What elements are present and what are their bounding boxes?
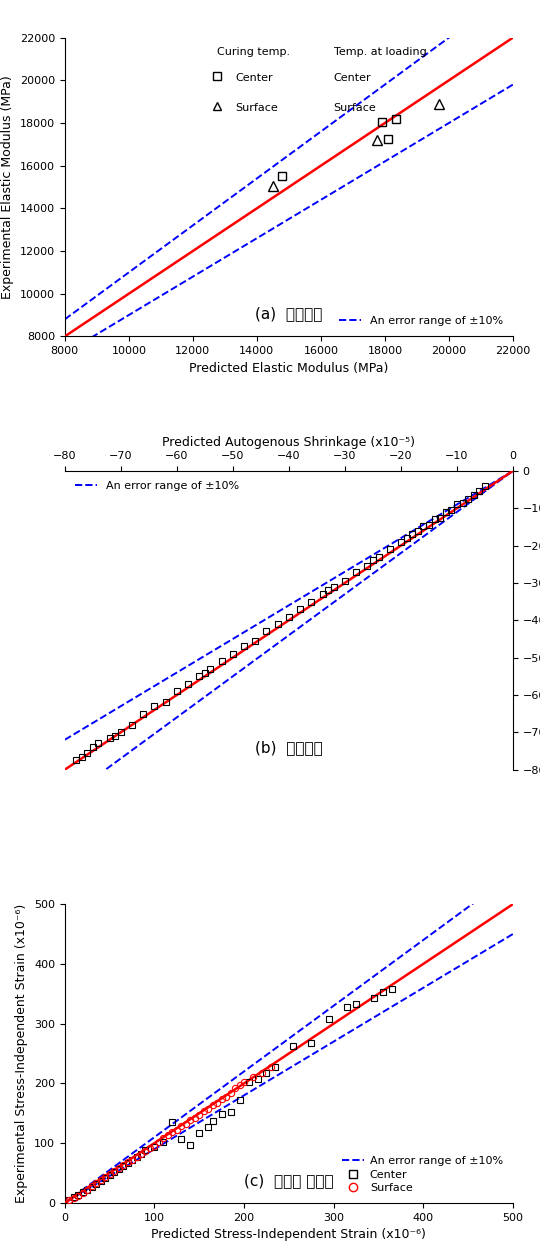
Text: Curing temp.: Curing temp. (217, 46, 291, 56)
Text: (a)  탄성계수: (a) 탄성계수 (255, 307, 322, 322)
Legend: An error range of ±10%: An error range of ±10% (70, 476, 244, 495)
X-axis label: Predicted Elastic Modulus (MPa): Predicted Elastic Modulus (MPa) (189, 362, 389, 375)
Text: Center: Center (235, 74, 273, 84)
Text: (b)  자기수축: (b) 자기수축 (255, 739, 323, 754)
Legend: An error range of ±10%, Center, Surface: An error range of ±10%, Center, Surface (338, 1152, 508, 1198)
Text: Surface: Surface (334, 103, 376, 113)
Legend: An error range of ±10%: An error range of ±10% (334, 312, 508, 331)
Text: Surface: Surface (235, 103, 278, 113)
Text: (c)  미응력 변형률: (c) 미응력 변형률 (244, 1173, 334, 1188)
X-axis label: Predicted Autogenous Shrinkage (x10⁻⁵): Predicted Autogenous Shrinkage (x10⁻⁵) (163, 436, 415, 449)
Text: Center: Center (334, 74, 372, 84)
X-axis label: Predicted Stress-Independent Strain (x10⁻⁶): Predicted Stress-Independent Strain (x10… (151, 1228, 427, 1242)
Text: Temp. at loading: Temp. at loading (334, 46, 427, 56)
Y-axis label: Experimental Elastic Modulus (MPa): Experimental Elastic Modulus (MPa) (1, 75, 14, 299)
Y-axis label: Experimental Stress-Independent Strain (x10⁻⁶): Experimental Stress-Independent Strain (… (16, 903, 29, 1203)
